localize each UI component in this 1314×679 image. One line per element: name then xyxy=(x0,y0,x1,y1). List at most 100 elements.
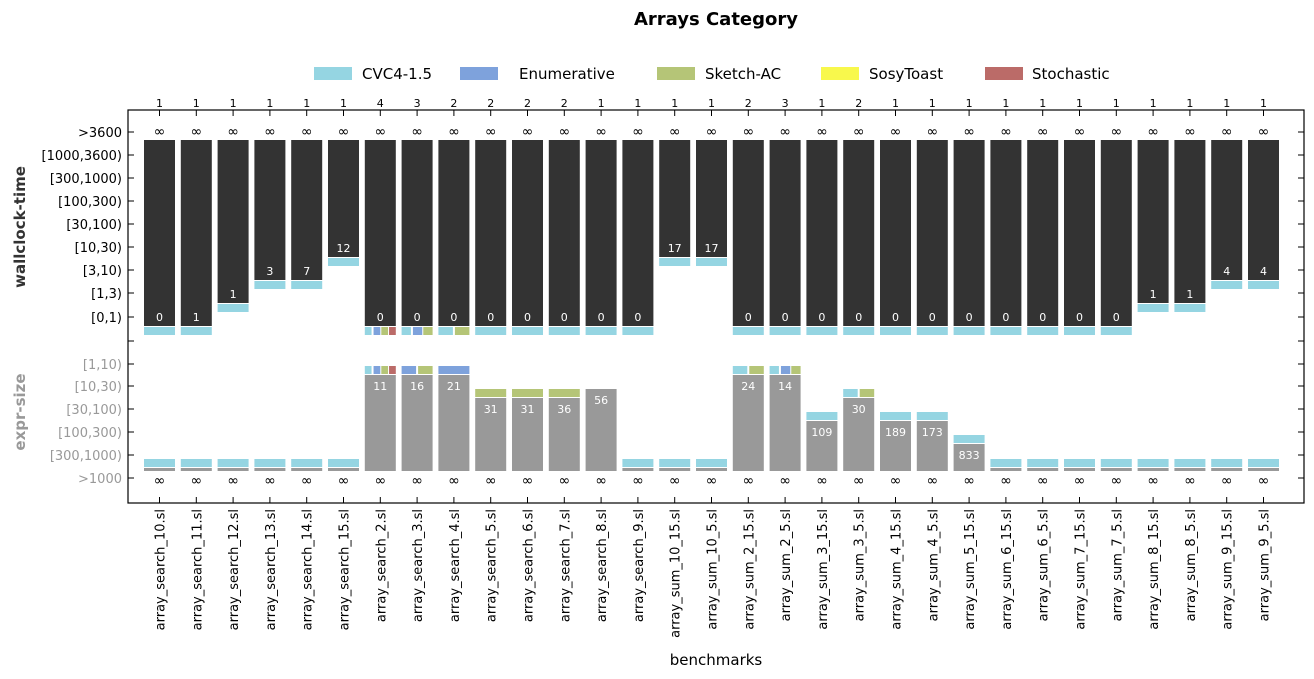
benchmark-label: array_sum_7_15.sl xyxy=(1074,509,1089,630)
size-bar xyxy=(1211,468,1243,471)
size-infinity-label: ∞ xyxy=(1147,473,1159,489)
time-value-label: 7 xyxy=(303,265,310,278)
size-infinity-label: ∞ xyxy=(1221,473,1233,489)
time-value-label: 0 xyxy=(377,311,384,324)
time-solver-segment xyxy=(1137,304,1169,312)
size-solver-segment xyxy=(438,366,470,374)
time-value-label: 0 xyxy=(1039,311,1046,324)
timeout-bar xyxy=(916,140,948,326)
size-bar xyxy=(696,468,727,471)
solver-count: 1 xyxy=(671,97,678,110)
time-value-label: 0 xyxy=(1113,311,1120,324)
time-solver-segment xyxy=(373,327,381,335)
size-bar xyxy=(953,444,985,471)
size-bar xyxy=(180,468,212,471)
timeout-bar xyxy=(1064,140,1095,326)
size-bar xyxy=(769,375,801,471)
timeout-bar xyxy=(180,140,212,326)
time-value-label: 0 xyxy=(1076,311,1083,324)
timeout-bar xyxy=(806,140,838,326)
time-value-label: 0 xyxy=(598,311,605,324)
size-solver-segment xyxy=(180,459,212,467)
timeout-infinity-label: ∞ xyxy=(1110,124,1122,140)
top-tick-label: [1000,3600) xyxy=(42,149,122,164)
size-value-label: 36 xyxy=(557,403,571,416)
benchmark-label: array_search_5.sl xyxy=(485,509,500,622)
timeout-bar xyxy=(144,140,175,326)
timeout-infinity-label: ∞ xyxy=(1037,124,1049,140)
timeout-bar xyxy=(548,140,580,326)
benchmark-label: array_sum_8_15.sl xyxy=(1147,509,1162,630)
size-infinity-label: ∞ xyxy=(816,473,828,489)
timeout-infinity-label: ∞ xyxy=(595,124,607,140)
solver-count: 1 xyxy=(1076,97,1083,110)
top-tick-label: [30,100) xyxy=(66,218,122,233)
timeout-bar xyxy=(622,140,654,326)
x-axis-label: benchmarks xyxy=(670,651,763,669)
size-solver-segment xyxy=(389,366,396,374)
legend-label: CVC4-1.5 xyxy=(362,65,432,83)
time-value-label: 0 xyxy=(561,311,568,324)
benchmark-label: array_sum_9_5.sl xyxy=(1258,509,1273,621)
time-solver-segment xyxy=(180,327,212,335)
size-solver-segment xyxy=(1174,459,1206,467)
plot-frame xyxy=(127,109,1305,504)
timeout-infinity-label: ∞ xyxy=(338,124,350,140)
time-value-label: 4 xyxy=(1223,265,1230,278)
time-solver-segment xyxy=(1100,327,1132,335)
time-value-label: 0 xyxy=(414,311,421,324)
timeout-bar xyxy=(328,140,359,257)
solver-count: 2 xyxy=(745,97,752,110)
solver-count: 1 xyxy=(303,97,310,110)
timeout-infinity-label: ∞ xyxy=(558,124,570,140)
time-solver-segment xyxy=(843,327,875,335)
size-solver-segment xyxy=(381,366,389,374)
size-bar xyxy=(1100,468,1132,471)
time-value-label: 1 xyxy=(1186,288,1193,301)
size-bar xyxy=(1137,468,1169,471)
time-solver-segment xyxy=(732,327,764,335)
timeout-infinity-label: ∞ xyxy=(706,124,718,140)
size-solver-segment xyxy=(254,459,286,467)
legend-swatch xyxy=(985,67,1023,80)
solver-count: 2 xyxy=(524,97,531,110)
size-bar xyxy=(916,421,948,471)
solver-count: 2 xyxy=(487,97,494,110)
solver-count: 1 xyxy=(1186,97,1193,110)
bottom-tick-label: [1,10) xyxy=(83,358,122,373)
size-infinity-label: ∞ xyxy=(301,473,313,489)
size-bar xyxy=(622,468,654,471)
timeout-bar xyxy=(953,140,985,326)
bottom-tick-label: [30,100) xyxy=(66,403,122,418)
timeout-infinity-label: ∞ xyxy=(522,124,534,140)
time-value-label: 3 xyxy=(266,265,273,278)
size-infinity-label: ∞ xyxy=(1258,473,1270,489)
size-infinity-label: ∞ xyxy=(1000,473,1012,489)
size-bar xyxy=(990,468,1022,471)
benchmark-label: array_sum_4_5.sl xyxy=(926,509,941,621)
size-bar xyxy=(438,375,470,471)
size-solver-segment xyxy=(1027,459,1059,467)
time-value-label: 0 xyxy=(1002,311,1009,324)
timeout-infinity-label: ∞ xyxy=(448,124,460,140)
time-value-label: 0 xyxy=(855,311,862,324)
size-infinity-label: ∞ xyxy=(779,473,791,489)
timeout-bar xyxy=(1100,140,1132,326)
time-solver-segment xyxy=(806,327,838,335)
time-solver-segment xyxy=(401,327,411,335)
solver-count: 3 xyxy=(414,97,421,110)
solver-count: 1 xyxy=(1223,97,1230,110)
size-bar xyxy=(328,468,359,471)
legend-swatch xyxy=(821,67,859,80)
solver-count: 1 xyxy=(892,97,899,110)
size-infinity-label: ∞ xyxy=(1074,473,1086,489)
benchmark-label: array_search_4.sl xyxy=(448,509,463,622)
size-bar xyxy=(1174,468,1206,471)
solver-count: 1 xyxy=(708,97,715,110)
benchmark-label: array_search_7.sl xyxy=(558,509,573,622)
size-infinity-label: ∞ xyxy=(1184,473,1196,489)
benchmark-label: array_search_12.sl xyxy=(227,509,242,630)
time-value-label: 0 xyxy=(782,311,789,324)
timeout-infinity-label: ∞ xyxy=(227,124,239,140)
